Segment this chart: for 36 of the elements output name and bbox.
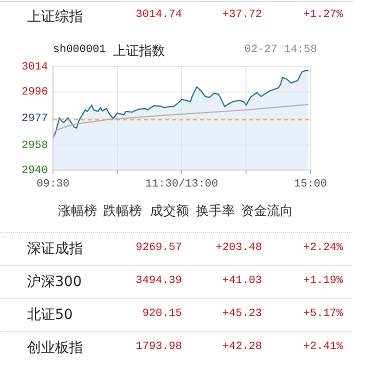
text: 涨幅榜 — [58, 203, 97, 220]
text: +1.19% — [303, 275, 343, 287]
text: +45.23 — [222, 308, 262, 320]
text: 深证成指 — [27, 240, 83, 258]
text: +41.03 — [222, 275, 262, 287]
text: 跌幅榜 — [103, 203, 142, 220]
x-tick-label: 11:30/13:00 — [145, 178, 218, 191]
chart-subtitle: sh000001 — [53, 44, 106, 56]
text: 920.15 — [142, 308, 182, 320]
text: 3014.74 — [136, 9, 182, 21]
text: 沪深300 — [27, 273, 82, 291]
y-tick-label: 2940 — [22, 164, 48, 177]
text: 换手率 — [196, 203, 235, 220]
text: 1793.98 — [136, 341, 182, 353]
chart-title: 上证指数 — [113, 43, 165, 60]
text: 9269.57 — [136, 242, 182, 254]
text: +1.27% — [303, 9, 343, 21]
text: +5.17% — [303, 308, 343, 320]
text: 02-27 14:58 — [244, 44, 317, 56]
text: 3494.39 — [136, 275, 182, 287]
y-tick-label: 2996 — [22, 86, 48, 99]
y-tick-label: 2958 — [22, 140, 48, 152]
text: 上证综指 — [27, 8, 83, 26]
text: +2.24% — [303, 242, 343, 254]
text: +42.28 — [222, 341, 262, 353]
text: 资金流向 — [241, 203, 293, 220]
text: 北证50 — [27, 306, 73, 324]
y-tick-label: 2977 — [22, 113, 48, 126]
x-tick-label: 09:30 — [36, 178, 70, 191]
x-tick-label: 15:00 — [294, 178, 328, 191]
y-tick-label: 3014 — [22, 62, 48, 74]
text: +2.41% — [303, 341, 343, 353]
text: 成交额 — [150, 203, 189, 220]
text: +203.48 — [216, 242, 262, 254]
text: +37.72 — [222, 9, 262, 21]
text: 创业板指 — [27, 339, 83, 357]
